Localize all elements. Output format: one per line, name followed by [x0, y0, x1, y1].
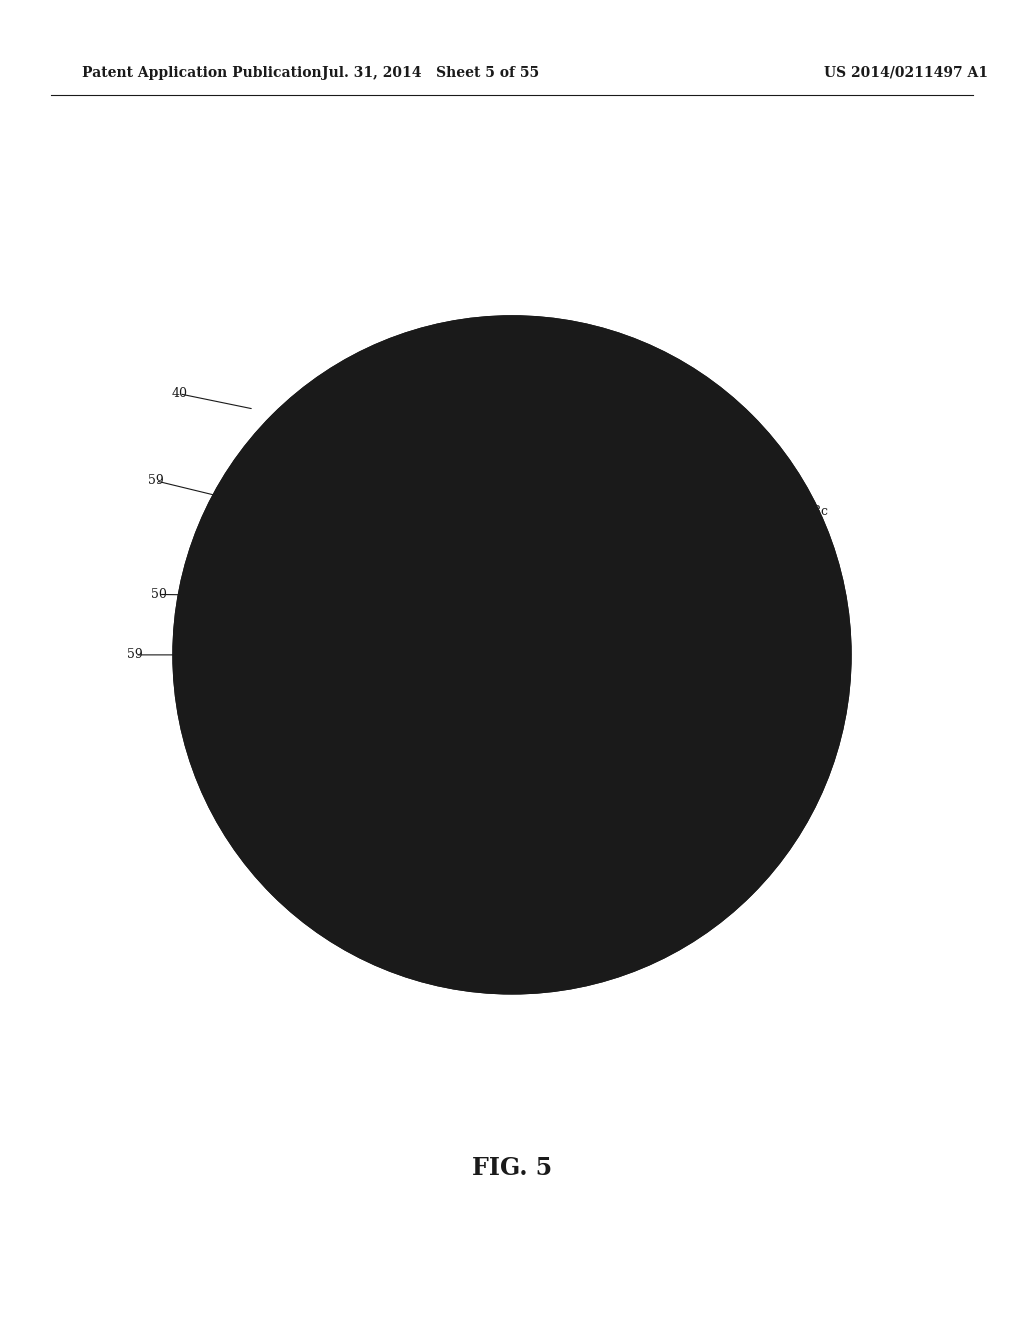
Text: 50: 50 [151, 587, 167, 601]
Text: 51: 51 [762, 492, 778, 504]
Text: 59: 59 [737, 461, 754, 474]
Text: 90: 90 [333, 396, 349, 408]
Text: US 2014/0211497 A1: US 2014/0211497 A1 [824, 66, 988, 79]
Text: 42: 42 [222, 546, 239, 558]
Text: 46: 46 [786, 598, 803, 611]
Circle shape [174, 317, 850, 993]
Text: 51: 51 [194, 764, 210, 777]
Text: 59: 59 [442, 403, 459, 416]
Text: 48b: 48b [633, 800, 657, 813]
Text: FIG. 5: FIG. 5 [472, 1156, 552, 1180]
Text: 44: 44 [737, 416, 754, 429]
Text: 40: 40 [171, 387, 187, 400]
Text: 51: 51 [596, 775, 612, 787]
Circle shape [483, 626, 541, 684]
Text: 59: 59 [428, 820, 444, 833]
Text: 48c: 48c [806, 506, 828, 517]
Text: 59: 59 [147, 474, 164, 487]
Text: 59: 59 [127, 648, 143, 661]
Text: Patent Application Publication: Patent Application Publication [82, 66, 322, 79]
Text: 66: 66 [258, 455, 274, 469]
Text: 59: 59 [307, 809, 324, 822]
Text: 59: 59 [766, 537, 782, 549]
Text: 48a: 48a [226, 799, 249, 812]
Text: 59: 59 [780, 653, 797, 667]
Text: Jul. 31, 2014   Sheet 5 of 55: Jul. 31, 2014 Sheet 5 of 55 [322, 66, 539, 79]
